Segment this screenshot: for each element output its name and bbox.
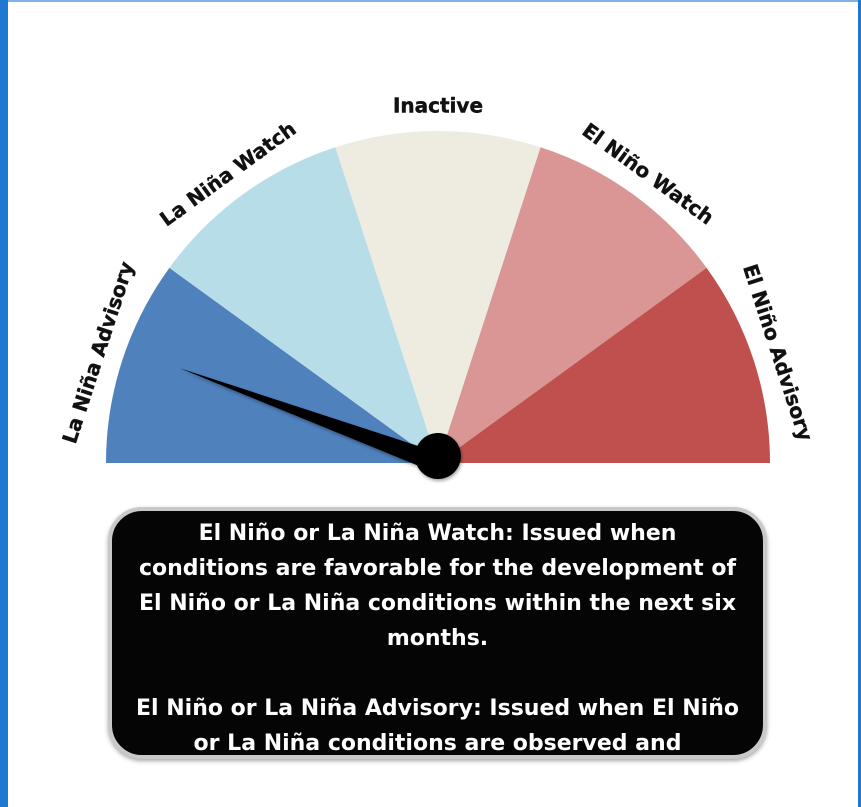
gauge-segment-la-nina-watch: [169, 147, 438, 463]
gauge-hub: [415, 433, 461, 479]
gauge-segment-inactive: [335, 131, 541, 463]
advisory-definition: El Niño or La Niña Advisory: Issued when…: [136, 696, 739, 791]
gauge-label-inactive: Inactive: [393, 94, 483, 118]
right-border: [858, 0, 861, 807]
left-border: [0, 0, 8, 807]
watch-definition: El Niño or La Niña Watch: Issued when co…: [138, 521, 737, 651]
gauge-needle: [179, 368, 442, 473]
gauge-segment-la-nina-advisory: [106, 267, 438, 463]
gauge-segment-el-nino-watch: [438, 147, 707, 463]
top-border: [0, 0, 861, 2]
alert-definitions-box: El Niño or La Niña Watch: Issued when co…: [108, 507, 767, 791]
gauge-segment-el-nino-advisory: [438, 267, 770, 463]
